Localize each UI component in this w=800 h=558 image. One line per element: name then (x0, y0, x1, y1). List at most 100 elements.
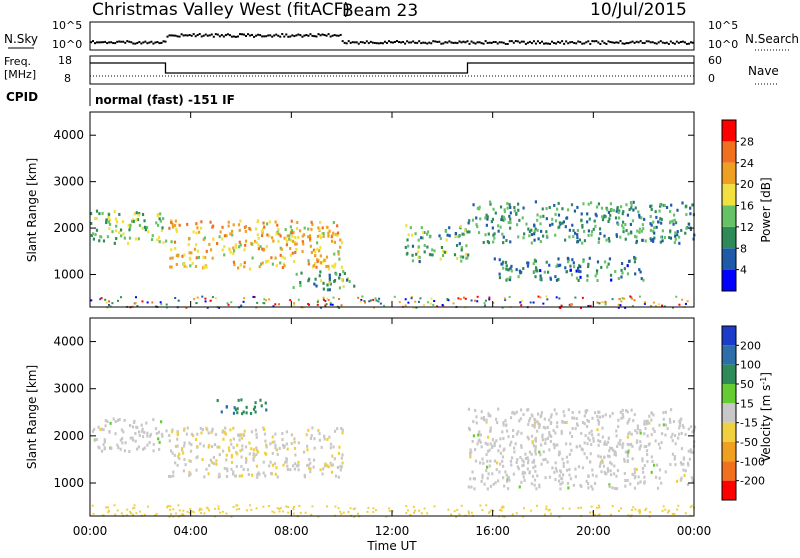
range-cell (250, 447, 253, 451)
range-cell (517, 235, 520, 239)
range-cell (537, 237, 540, 241)
range-cell (216, 242, 219, 246)
range-cell (317, 428, 320, 432)
range-cell (539, 222, 542, 226)
range-cell (621, 224, 624, 228)
range-cell (473, 487, 476, 491)
range-cell (608, 449, 611, 453)
range-cell (281, 266, 285, 270)
range-cell (471, 439, 474, 443)
range-cell (223, 245, 226, 249)
velocity-scatter (91, 398, 697, 518)
range-cell (309, 436, 313, 440)
range-cell (535, 268, 538, 272)
ground-cell (519, 301, 522, 304)
range-cell (333, 457, 336, 461)
range-cell (505, 264, 508, 268)
range-cell (507, 475, 510, 479)
range-cell (554, 443, 557, 447)
ground-cell (372, 507, 375, 510)
range-cell (536, 420, 539, 424)
range-cell (579, 270, 582, 274)
nsky-point (249, 34, 252, 37)
ground-cell (630, 508, 633, 511)
range-cell (306, 444, 309, 448)
nsky-point (186, 34, 189, 37)
range-cell (620, 262, 624, 266)
range-cell (629, 482, 632, 486)
range-cell (186, 222, 189, 226)
range-cell (255, 464, 259, 468)
range-cell (223, 253, 226, 257)
ground-cell (450, 513, 453, 516)
range-cell (502, 235, 505, 239)
range-cell (175, 230, 178, 234)
colorbar-segment (722, 480, 736, 500)
range-cell (250, 473, 254, 477)
range-cell (122, 232, 125, 236)
ground-cell (417, 300, 420, 303)
range-cell (132, 421, 136, 425)
range-cell (330, 239, 334, 243)
range-cell (626, 421, 629, 425)
range-cell (428, 235, 432, 239)
nsky-point (629, 41, 632, 44)
range-cell (294, 453, 297, 457)
range-cell (221, 225, 224, 229)
range-cell (509, 226, 512, 230)
range-cell (619, 410, 622, 414)
range-cell (309, 467, 312, 471)
range-cell (533, 238, 536, 242)
nsky-point (100, 41, 103, 44)
range-cell (615, 429, 618, 433)
range-cell (531, 474, 535, 478)
range-cell (539, 215, 542, 219)
nsky-point (625, 42, 628, 45)
range-cell (575, 417, 578, 421)
range-cell (606, 469, 610, 473)
range-cell (283, 256, 286, 260)
ground-cell (253, 296, 256, 299)
ground-cell (133, 506, 136, 509)
range-cell (587, 262, 590, 266)
ground-cell (372, 511, 375, 514)
range-cell (592, 227, 595, 231)
ground-cell (146, 301, 149, 304)
range-cell (205, 249, 208, 253)
ground-cell (483, 302, 486, 305)
range-cell (326, 225, 329, 229)
range-cell (583, 239, 587, 243)
nsky-point (164, 40, 167, 43)
ground-cell (546, 298, 549, 301)
ground-cell (169, 505, 172, 508)
range-cell (597, 237, 601, 241)
range-cell (99, 427, 102, 431)
ground-cell (410, 297, 413, 300)
ground-cell (545, 295, 548, 298)
ground-cell (529, 301, 532, 304)
range-cell (175, 227, 178, 231)
range-cell (502, 423, 505, 427)
range-cell (534, 259, 537, 263)
range-cell (178, 223, 181, 227)
range-cell (580, 447, 584, 451)
range-cell (503, 447, 506, 451)
range-cell (230, 454, 234, 458)
ground-cell (91, 504, 94, 507)
range-cell (590, 233, 593, 237)
range-cell (586, 418, 589, 422)
range-cell (145, 226, 149, 230)
range-cell (324, 462, 327, 466)
range-cell (183, 253, 186, 257)
range-cell (534, 275, 537, 279)
range-cell (190, 443, 193, 447)
range-cell (152, 442, 155, 446)
range-cell (554, 478, 557, 482)
ground-cell (648, 515, 651, 518)
range-cell (270, 471, 273, 475)
range-cell (687, 427, 690, 431)
range-cell (300, 271, 303, 275)
range-cell (523, 232, 526, 236)
range-cell (576, 233, 579, 237)
range-cell (286, 239, 289, 243)
